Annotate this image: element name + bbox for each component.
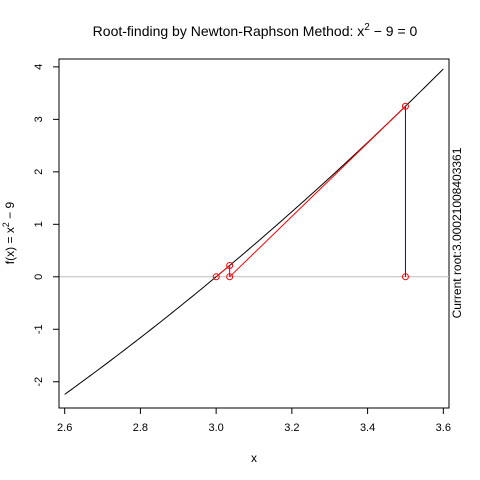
x-axis-title: x <box>251 451 257 465</box>
y-tick-label: 4 <box>33 64 45 70</box>
y-tick-label: 2 <box>33 169 45 175</box>
chart-title-suffix: − 9 = 0 <box>370 23 418 39</box>
y-tick-label: 0 <box>33 274 45 280</box>
x-tick-label: 3.6 <box>436 422 451 434</box>
y-axis-title-prefix: f(x) = x <box>3 227 17 264</box>
chart-title-exponent: 2 <box>364 22 370 33</box>
y-tick-label: -2 <box>33 377 45 387</box>
y-tick-label: 1 <box>33 221 45 227</box>
x-tick-label: 3.2 <box>284 422 299 434</box>
iteration-point <box>212 273 220 281</box>
iteration-point <box>226 273 234 281</box>
iteration-tangent-line <box>229 105 406 278</box>
iteration-points <box>212 102 409 281</box>
chart-title-prefix: Root-finding by Newton-Raphson Method: x <box>93 23 365 39</box>
plot-area <box>58 58 450 409</box>
function-curve <box>64 68 444 395</box>
current-root-label: Current root:3.00021008403361 <box>450 147 464 318</box>
iteration-point <box>226 261 234 269</box>
x-tick-label: 2.8 <box>133 422 148 434</box>
y-axis: -2 -1 0 1 2 3 4 <box>33 64 60 387</box>
x-tick-label: 3.4 <box>360 422 375 434</box>
iteration-point <box>401 102 409 110</box>
iteration-point <box>401 273 409 281</box>
chart-title: Root-finding by Newton-Raphson Method: x… <box>93 22 418 39</box>
y-tick-label: -1 <box>33 324 45 334</box>
y-axis-title-exponent: 2 <box>1 222 11 227</box>
y-axis-title-suffix: − 9 <box>3 201 17 222</box>
iteration-lines <box>215 105 406 278</box>
x-tick-label: 2.6 <box>57 422 72 434</box>
y-axis-title: f(x) = x2 − 9 <box>1 201 17 264</box>
x-tick-label: 3.0 <box>208 422 223 434</box>
x-axis: 2.6 2.8 3.0 3.2 3.4 3.6 <box>57 407 451 434</box>
y-tick-label: 3 <box>33 116 45 122</box>
